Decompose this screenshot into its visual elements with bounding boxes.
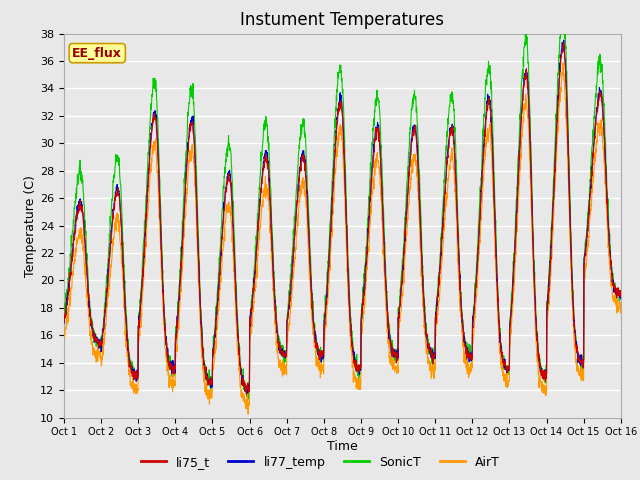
AirT	[244, 411, 252, 417]
AirT	[568, 297, 576, 303]
AirT	[584, 248, 591, 254]
li77_temp	[216, 276, 223, 282]
X-axis label: Time: Time	[327, 440, 358, 453]
SonicT	[371, 109, 379, 115]
SonicT	[245, 396, 253, 402]
Line: AirT: AirT	[64, 63, 621, 414]
li75_t	[504, 366, 512, 372]
AirT	[60, 334, 68, 340]
SonicT	[359, 289, 367, 295]
SonicT	[504, 366, 512, 372]
li75_t	[371, 137, 379, 143]
li77_temp	[359, 299, 367, 304]
Title: Instument Temperatures: Instument Temperatures	[241, 11, 444, 29]
li75_t	[216, 275, 223, 281]
SonicT	[522, 31, 530, 36]
SonicT	[584, 216, 591, 221]
li77_temp	[560, 37, 568, 43]
SonicT	[617, 288, 625, 293]
li75_t	[617, 290, 625, 296]
AirT	[559, 60, 567, 66]
li77_temp	[568, 277, 576, 283]
SonicT	[60, 318, 68, 324]
li75_t	[568, 277, 576, 283]
SonicT	[216, 254, 223, 260]
li75_t	[60, 313, 68, 319]
li77_temp	[244, 390, 252, 396]
Legend: li75_t, li77_temp, SonicT, AirT: li75_t, li77_temp, SonicT, AirT	[136, 451, 504, 474]
li75_t	[243, 391, 250, 397]
li75_t	[584, 228, 591, 234]
li77_temp	[60, 321, 68, 326]
AirT	[216, 299, 223, 304]
li75_t	[359, 302, 367, 308]
SonicT	[568, 270, 576, 276]
li77_temp	[617, 296, 625, 302]
li77_temp	[371, 139, 379, 144]
AirT	[371, 172, 379, 178]
li77_temp	[584, 225, 591, 230]
AirT	[617, 309, 625, 314]
Line: li77_temp: li77_temp	[64, 40, 621, 393]
Line: li75_t: li75_t	[64, 43, 621, 394]
li77_temp	[504, 368, 512, 373]
Text: EE_flux: EE_flux	[72, 47, 122, 60]
AirT	[359, 320, 367, 326]
li75_t	[559, 40, 567, 46]
Line: SonicT: SonicT	[64, 34, 621, 399]
AirT	[504, 383, 512, 388]
Y-axis label: Temperature (C): Temperature (C)	[24, 175, 37, 276]
